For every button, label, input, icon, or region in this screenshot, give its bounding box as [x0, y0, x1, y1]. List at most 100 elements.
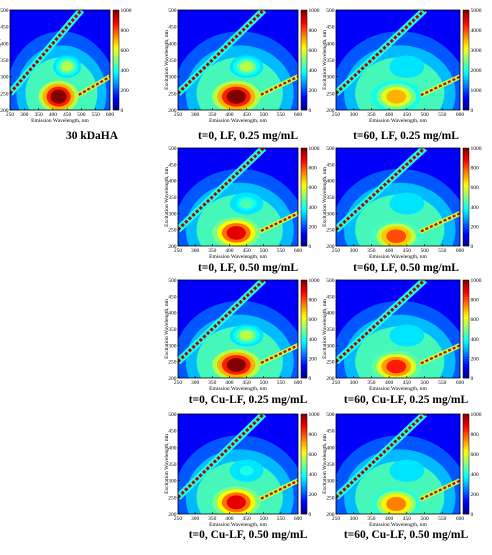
colorbar-segment [301, 170, 307, 173]
colorbar-segment [463, 284, 469, 288]
y-tick-label: 300 [0, 75, 9, 81]
x-axis-label: Emission Wavelength, nm [369, 522, 427, 528]
colorbar-segment [301, 57, 307, 61]
x-tick-label: 400 [385, 112, 394, 118]
colorbar-tick-label: 400 [471, 472, 480, 478]
colorbar-tick-label: 200 [471, 356, 480, 362]
colorbar-segment [301, 52, 307, 56]
x-tick-label: 600 [456, 380, 465, 386]
y-tick-label: 250 [326, 495, 335, 501]
colorbar-segment [113, 102, 119, 106]
colorbar-frame [112, 9, 120, 111]
colorbar-segment [463, 62, 469, 66]
colorbar-segment [463, 424, 469, 427]
colorbar-segment [301, 100, 307, 103]
colorbar-tick-label: 800 [471, 298, 480, 304]
colorbar-segment [301, 15, 307, 18]
colorbar-segment [301, 241, 307, 244]
colorbar-segment [301, 204, 307, 208]
colorbar-segment [463, 211, 469, 215]
colorbar-segment [113, 62, 119, 66]
colorbar-segment [301, 221, 307, 225]
colorbar-segment [463, 439, 469, 442]
colorbar-segment [301, 319, 307, 322]
colorbar-segment [463, 368, 469, 371]
y-tick-label: 400 [168, 41, 177, 47]
colorbar-segment [463, 194, 469, 198]
x-tick-label: 250 [174, 380, 183, 386]
colorbar-segment [301, 80, 307, 83]
x-tick-label: 450 [403, 248, 412, 254]
colorbar-segment [301, 484, 307, 487]
peak-2-contour [239, 61, 254, 72]
colorbar-segment [301, 302, 307, 305]
colorbar-segment [463, 343, 469, 347]
colorbar-tick-label: 200 [309, 492, 318, 498]
colorbar-tick-label: 400 [121, 68, 130, 74]
y-tick-label: 200 [168, 376, 177, 382]
peak-1-contour [226, 226, 246, 240]
colorbar-segment [463, 67, 469, 71]
colorbar-tick-label: 800 [121, 28, 130, 34]
x-tick-label: 450 [403, 516, 412, 522]
colorbar-segment [463, 496, 469, 500]
colorbar-segment [463, 441, 469, 445]
colorbar-segment [463, 92, 469, 96]
x-tick-label: 500 [260, 516, 269, 522]
eem-panel-7: 250 300 350 400 450 500 550 6002002503003504004… [322, 278, 482, 392]
second-order-scatter-line [388, 212, 460, 246]
y-tick-label: 450 [326, 294, 335, 300]
x-tick-label: 450 [242, 516, 251, 522]
colorbar-segment [301, 496, 307, 500]
x-tick-label: 600 [294, 516, 303, 522]
colorbar-segment [113, 35, 119, 38]
colorbar-segment [463, 504, 469, 507]
colorbar-segment [301, 236, 307, 239]
eem-panel-1: 250 300 350 400 450 500 550 6002002503003504004… [0, 8, 132, 124]
colorbar-segment [463, 105, 469, 108]
colorbar-segment [463, 25, 469, 28]
colorbar-segment [463, 157, 469, 161]
panel-caption-3: t=60, LF, 0.25 mg/mL [353, 130, 459, 142]
colorbar-tick-label: 200 [471, 224, 480, 230]
y-axis-label: Excitation Wavelength, nm [164, 29, 170, 90]
x-tick-label: 250 [174, 112, 183, 118]
colorbar-segment [463, 319, 469, 322]
colorbar-tick-label: 800 [471, 432, 480, 438]
colorbar-segment [113, 37, 119, 41]
colorbar-segment [463, 209, 469, 212]
colorbar-segment [301, 226, 307, 230]
colorbar-segment [301, 209, 307, 212]
colorbar-segment [463, 346, 469, 349]
colorbar-segment [301, 471, 307, 475]
y-tick-label: 200 [326, 108, 335, 114]
colorbar-segment [463, 192, 469, 195]
colorbar-segment [301, 35, 307, 38]
x-tick-label: 300 [191, 112, 200, 118]
y-tick-label: 450 [326, 25, 335, 31]
colorbar-segment [463, 353, 469, 357]
x-tick-label: 300 [350, 112, 359, 118]
colorbar-segment [301, 479, 307, 482]
colorbar-segment [463, 70, 469, 73]
colorbar-tick-label: 1000 [309, 278, 320, 284]
colorbar-segment [463, 228, 469, 232]
colorbar-segment [301, 40, 307, 43]
x-tick-label: 600 [456, 248, 465, 254]
second-order-scatter-line [388, 344, 460, 378]
colorbar-segment [463, 199, 469, 203]
peak-2-contour [239, 330, 254, 341]
colorbar-segment [463, 365, 469, 369]
colorbar-segment [463, 197, 469, 200]
colorbar-segment [301, 459, 307, 462]
colorbar-segment [463, 316, 469, 320]
colorbar-segment [463, 302, 469, 305]
x-tick-label: 400 [49, 112, 58, 118]
colorbar-segment [113, 22, 119, 26]
x-tick-label: 600 [294, 380, 303, 386]
colorbar-segment [301, 85, 307, 88]
colorbar-segment [463, 360, 469, 364]
colorbar-segment [463, 338, 469, 342]
x-tick-label: 500 [260, 380, 269, 386]
colorbar-segment [301, 167, 307, 171]
